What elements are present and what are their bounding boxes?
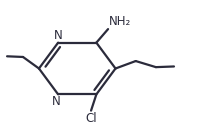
Text: N: N — [52, 95, 60, 108]
Text: N: N — [54, 29, 62, 42]
Text: Cl: Cl — [85, 112, 97, 125]
Text: NH₂: NH₂ — [109, 15, 131, 28]
